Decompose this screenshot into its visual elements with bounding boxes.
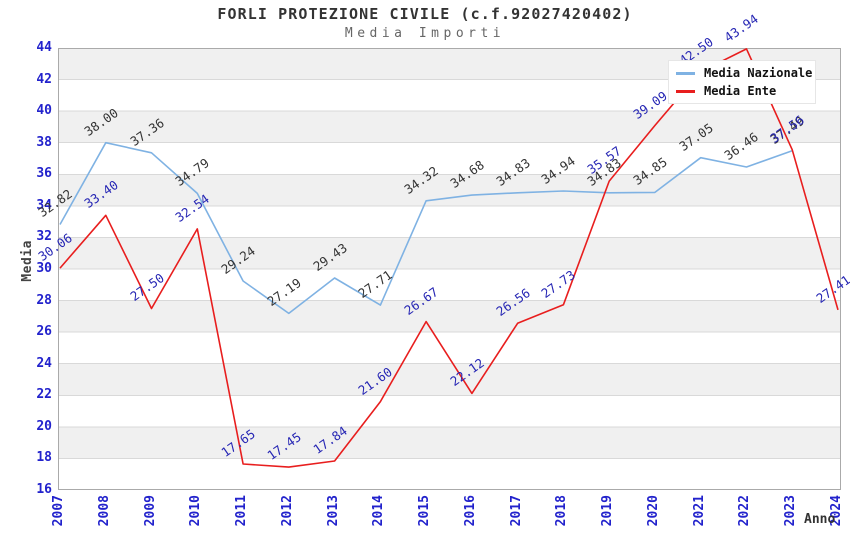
x-tick-label: 2012 [279,495,295,527]
y-tick-label: 18 [36,450,52,466]
media-ente-line-swatch-icon [676,89,695,93]
y-tick-label: 24 [36,355,52,371]
x-tick-label: 2021 [691,495,707,527]
y-tick-label: 28 [36,292,52,308]
x-tick-label: 2017 [508,495,524,527]
legend-label: Media Ente [704,84,777,98]
x-tick-label: 2016 [462,495,478,527]
plot-frame [58,48,841,490]
y-tick-label: 36 [36,166,52,182]
grid-band [58,363,841,396]
y-axis-title: Media [20,240,35,282]
grid-band [58,300,841,333]
x-tick-label: 2018 [554,495,570,527]
y-tick-label: 38 [36,134,52,150]
chart-title: FORLI PROTEZIONE CIVILE (c.f.92027420402… [217,5,633,23]
grid-band [58,111,841,143]
x-tick-label: 2014 [371,495,387,527]
y-tick-label: 22 [36,387,52,403]
x-tick-label: 2020 [645,495,661,527]
y-tick-label: 16 [36,482,52,497]
y-tick-label: 34 [36,197,52,213]
media-nazionale-line-swatch-icon [676,71,695,75]
chart-subtitle: Media Importi [344,26,506,41]
y-tick-label: 40 [36,103,52,119]
grid-band [58,174,841,206]
y-tick-label: 26 [36,324,52,340]
x-tick-label: 2023 [783,495,799,527]
legend-label: Media Nazionale [704,66,813,80]
legend-item-media-ente: Media Ente [669,82,815,100]
y-tick-label: 20 [36,418,52,434]
x-tick-label: 2011 [234,495,250,527]
x-tick-label: 2013 [325,495,341,527]
y-tick-label: 30 [36,261,52,276]
x-tick-label: 2015 [417,495,433,527]
x-tick-label: 2022 [737,495,753,527]
x-tick-label: 2008 [96,495,112,527]
series-line-media-nazionale [59,141,793,315]
legend-item-media-nazionale: Media Nazionale [669,64,815,82]
x-tick-label: 2007 [51,495,66,527]
grid-band [58,237,841,269]
x-axis-title: Anno [804,512,836,527]
x-tick-label: 2010 [188,495,204,527]
y-tick-label: 42 [36,71,52,87]
y-tick-label: 32 [36,229,52,245]
x-tick-label: 2019 [600,495,616,527]
chart-legend: Media Nazionale Media Ente [668,60,816,104]
grid-band [58,426,841,459]
x-tick-label: 2009 [142,495,158,527]
y-tick-label: 44 [36,40,52,55]
